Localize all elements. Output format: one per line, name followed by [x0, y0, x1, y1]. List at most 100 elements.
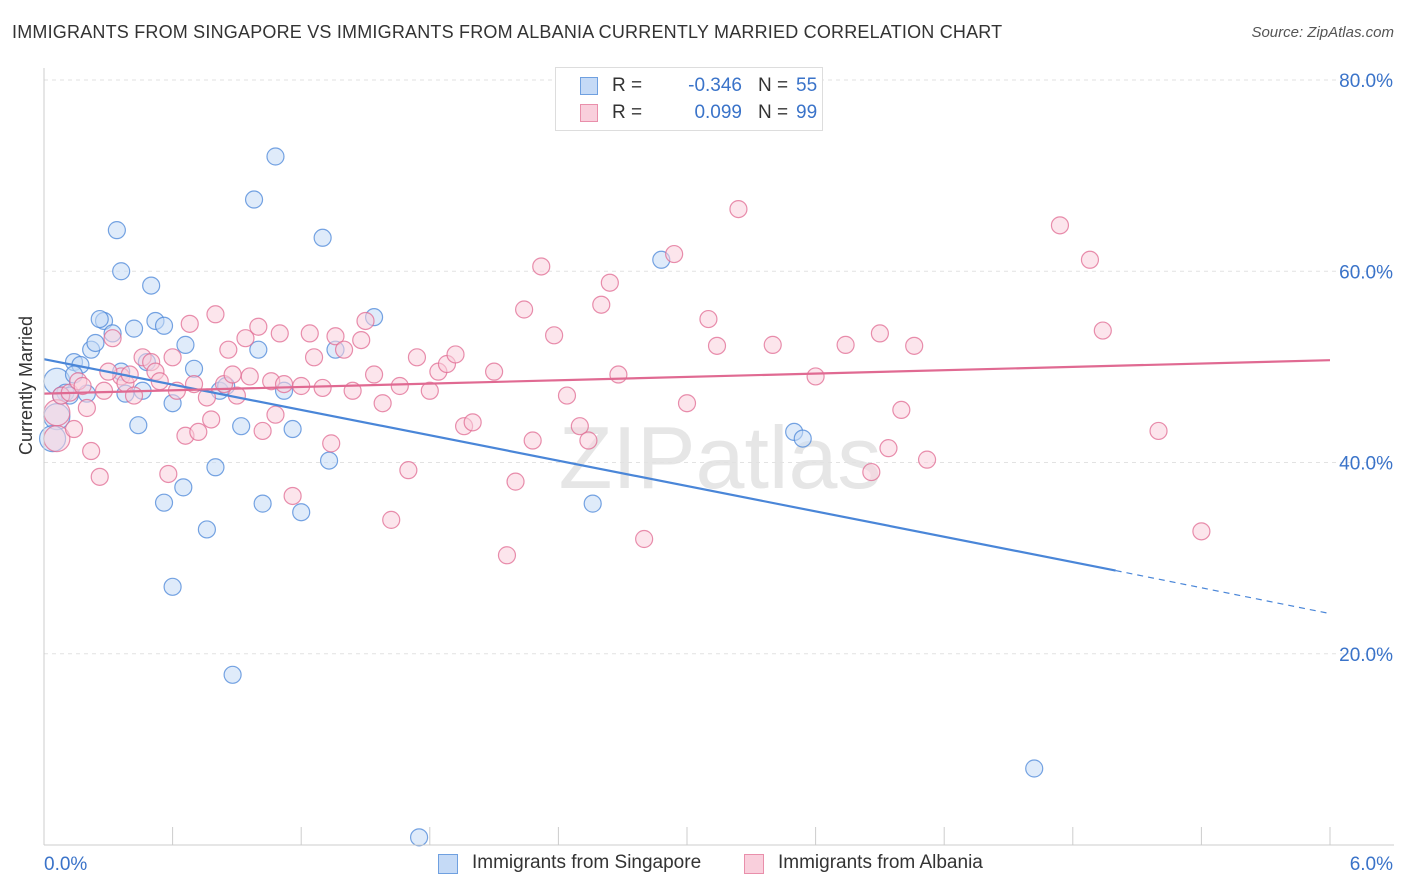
albania-point [249, 317, 268, 336]
singapore-point [90, 309, 109, 329]
x-tick-label: 6.0% [1350, 854, 1393, 875]
albania-point [497, 546, 517, 565]
singapore-swatch [580, 77, 598, 95]
albania-point [665, 244, 684, 264]
albania-point [73, 376, 92, 396]
y-tick-label: 80.0% [1339, 71, 1393, 92]
source-label: Source: ZipAtlas.com [1251, 24, 1394, 41]
albania-point [879, 439, 898, 458]
albania-point [1050, 216, 1070, 235]
singapore-point [154, 493, 174, 512]
albania-point [180, 314, 199, 333]
albania-point [219, 340, 238, 359]
albania-point [463, 413, 482, 432]
albania-point [223, 365, 242, 384]
albania-point [206, 305, 225, 324]
axis-layer: 20.0% 40.0% 60.0% 80.0% 0.0% 6.0% [43, 68, 1394, 875]
albania-point [600, 273, 619, 292]
albania-swatch [744, 854, 764, 874]
singapore-point [174, 478, 193, 497]
albania-point [236, 329, 255, 348]
singapore-point [1025, 759, 1044, 778]
albania-trend-line [43, 359, 1331, 395]
albania-point [523, 431, 542, 450]
singapore-point [223, 665, 242, 684]
albania-point [699, 309, 718, 329]
albania-point [159, 464, 178, 484]
albania-point [43, 399, 71, 427]
albania-point [862, 462, 881, 482]
albania-point [189, 422, 208, 441]
singapore-point [313, 228, 332, 247]
albania-point [364, 365, 384, 384]
correlation-legend: R = -0.346 N = 55 R = 0.099 N = 99 [555, 67, 823, 131]
singapore-point [184, 359, 204, 378]
r-label: R = [612, 75, 643, 96]
albania-point [905, 336, 924, 355]
watermark: ZIPatlas [559, 408, 882, 507]
albania-point [334, 340, 354, 359]
albania-point [399, 461, 418, 480]
albania-point [356, 311, 375, 331]
albania-point [283, 486, 302, 506]
albania-point [506, 472, 525, 491]
singapore-swatch [438, 854, 458, 874]
albania-point [532, 257, 551, 276]
albania-point [313, 378, 332, 398]
albania-point [300, 324, 319, 343]
albania-point [1093, 321, 1112, 340]
albania-point [390, 376, 409, 396]
albania-point [635, 529, 654, 549]
albania-point [579, 431, 598, 450]
r-value: 0.099 [694, 102, 742, 123]
albania-point [1080, 250, 1100, 269]
y-tick-label: 60.0% [1339, 262, 1393, 283]
y-tick-label: 40.0% [1339, 454, 1393, 475]
grid-layer [44, 79, 1394, 655]
albania-point [545, 326, 564, 345]
singapore-point [86, 333, 105, 353]
albania-point [557, 386, 577, 405]
n-label: N = [758, 102, 789, 123]
albania-point [677, 394, 697, 413]
singapore-point [253, 494, 272, 513]
singapore-point [142, 276, 161, 295]
singapore-point [154, 316, 174, 335]
singapore-point [206, 458, 225, 477]
albania-point [707, 336, 727, 355]
singapore-point [266, 147, 285, 166]
albania-point [352, 331, 371, 350]
albania-point [870, 324, 890, 343]
albania-point [253, 421, 272, 441]
singapore-point [124, 319, 144, 338]
legend-label: Immigrants from Singapore [472, 852, 702, 873]
albania-point [82, 441, 101, 461]
n-value: 55 [796, 75, 818, 96]
singapore-point [292, 503, 311, 522]
singapore-point [232, 417, 251, 436]
albania-point [322, 434, 341, 453]
albania-point [485, 362, 504, 381]
albania-swatch [580, 104, 598, 122]
albania-point [420, 381, 439, 400]
n-value: 99 [796, 102, 818, 123]
y-axis-label: Currently Married [16, 315, 36, 455]
singapore-point [283, 419, 302, 439]
trend-layer [43, 358, 1331, 615]
albania-point [373, 394, 392, 413]
albania-point [836, 335, 855, 354]
chart-title: IMMIGRANTS FROM SINGAPORE VS IMMIGRANTS … [12, 22, 1003, 42]
albania-point [326, 327, 345, 346]
singapore-trend-line [43, 358, 1116, 572]
singapore-trend-extension [1115, 569, 1331, 615]
singapore-point [793, 429, 812, 448]
albania-point [382, 510, 401, 529]
albania-point [274, 374, 294, 394]
singapore-point [197, 520, 216, 539]
y-tick-label: 20.0% [1339, 645, 1393, 666]
singapore-point [409, 828, 429, 847]
singapore-point [249, 340, 268, 359]
albania-point [124, 386, 144, 405]
albania-point [446, 345, 465, 364]
